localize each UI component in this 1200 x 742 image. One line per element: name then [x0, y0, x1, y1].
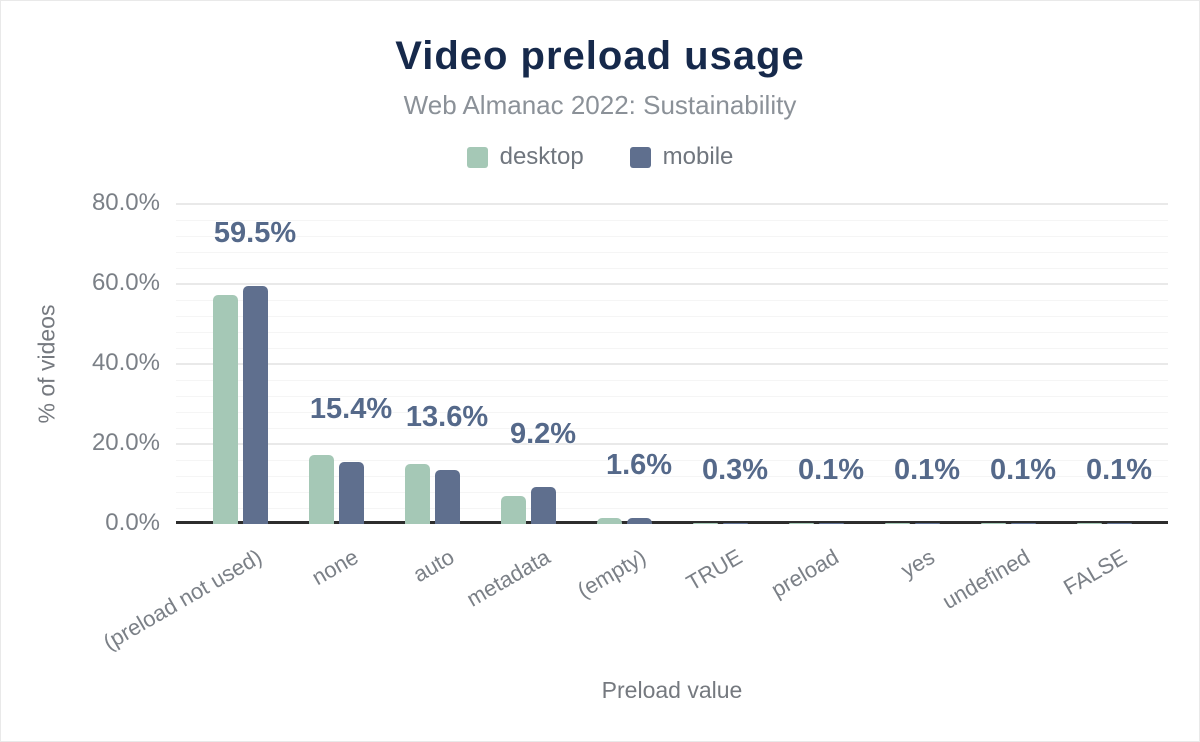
bar-mobile-metadata[interactable]: [530, 487, 556, 524]
bar-desktop-none[interactable]: [308, 455, 334, 524]
bar-desktop-undefined[interactable]: [980, 522, 1006, 524]
bar-mobile-none[interactable]: [338, 462, 364, 524]
y-axis-tick-label: 80.0%: [91, 189, 160, 216]
data-label: 0.1%: [989, 453, 1057, 486]
minor-gridline: [176, 236, 1168, 237]
minor-gridline: [176, 268, 1168, 269]
legend-label: mobile: [662, 143, 734, 170]
minor-gridline: [176, 300, 1168, 301]
x-axis-tick-label: (preload not used): [99, 544, 267, 655]
x-axis-tick-label: preload: [766, 544, 843, 603]
data-label: 0.1%: [893, 453, 961, 486]
legend-item-mobile: mobile: [629, 143, 734, 171]
bar-desktop-(empty)[interactable]: [596, 518, 622, 524]
minor-gridline: [176, 348, 1168, 349]
minor-gridline: [176, 252, 1168, 253]
major-gridline: [176, 203, 1168, 205]
x-axis-tick-label: metadata: [462, 544, 555, 612]
bar-mobile-FALSE[interactable]: [1106, 522, 1132, 524]
bar-mobile-TRUE[interactable]: [722, 522, 748, 524]
data-label: 0.3%: [701, 453, 769, 486]
data-label: 9.2%: [509, 418, 577, 451]
minor-gridline: [176, 396, 1168, 397]
x-axis-tick-label: none: [307, 544, 363, 591]
data-label: 1.6%: [605, 448, 673, 481]
major-gridline: [176, 363, 1168, 365]
legend: desktop mobile: [0, 143, 1200, 171]
major-gridline: [176, 443, 1168, 445]
x-axis-tick-label: TRUE: [682, 544, 747, 596]
x-axis-tick-label: (empty): [573, 544, 651, 603]
bar-mobile-preload[interactable]: [818, 522, 844, 524]
minor-gridline: [176, 316, 1168, 317]
minor-gridline: [176, 380, 1168, 381]
minor-gridline: [176, 476, 1168, 477]
bar-desktop-FALSE[interactable]: [1076, 522, 1102, 524]
major-gridline: [176, 283, 1168, 285]
x-axis-title: Preload value: [601, 677, 743, 703]
minor-gridline: [176, 428, 1168, 429]
minor-gridline: [176, 412, 1168, 413]
legend-swatch-desktop: [466, 146, 488, 168]
bar-desktop-auto[interactable]: [404, 463, 430, 524]
bar-desktop-yes[interactable]: [884, 522, 910, 524]
bar-desktop-preload[interactable]: [788, 522, 814, 524]
bar-desktop-metadata[interactable]: [500, 496, 526, 524]
x-axis-tick-label: undefined: [938, 544, 1035, 614]
legend-label: desktop: [499, 143, 584, 170]
data-label: 15.4%: [309, 393, 393, 426]
data-label: 59.5%: [213, 217, 297, 249]
bar-mobile-(empty)[interactable]: [626, 517, 652, 524]
y-axis-tick-label: 40.0%: [91, 349, 160, 376]
chart-subtitle: Web Almanac 2022: Sustainability: [403, 90, 797, 120]
bar-mobile-undefined[interactable]: [1010, 522, 1036, 524]
bar-desktop-(preload not used)[interactable]: [212, 295, 238, 524]
data-label: 0.1%: [797, 453, 865, 486]
bar-mobile-(preload not used)[interactable]: [242, 286, 268, 524]
data-label: 13.6%: [405, 400, 489, 433]
data-label: 0.1%: [1085, 453, 1153, 486]
x-axis-tick-label: auto: [408, 544, 459, 588]
x-axis-tick-label: yes: [896, 544, 939, 583]
minor-gridline: [176, 508, 1168, 509]
minor-gridline: [176, 492, 1168, 493]
chart-title: Video preload usage: [395, 34, 805, 78]
bar-desktop-TRUE[interactable]: [692, 522, 718, 524]
legend-item-desktop: desktop: [466, 143, 584, 171]
bar-mobile-yes[interactable]: [914, 522, 940, 524]
y-axis-tick-label: 0.0%: [105, 509, 160, 536]
y-axis-tick-label: 60.0%: [91, 269, 160, 296]
bar-mobile-auto[interactable]: [434, 469, 460, 524]
minor-gridline: [176, 460, 1168, 461]
legend-swatch-mobile: [629, 146, 651, 168]
x-axis-tick-label: FALSE: [1058, 544, 1131, 600]
minor-gridline: [176, 220, 1168, 221]
minor-gridline: [176, 332, 1168, 333]
y-axis-tick-label: 20.0%: [91, 429, 160, 456]
x-axis-line: [176, 521, 1168, 524]
